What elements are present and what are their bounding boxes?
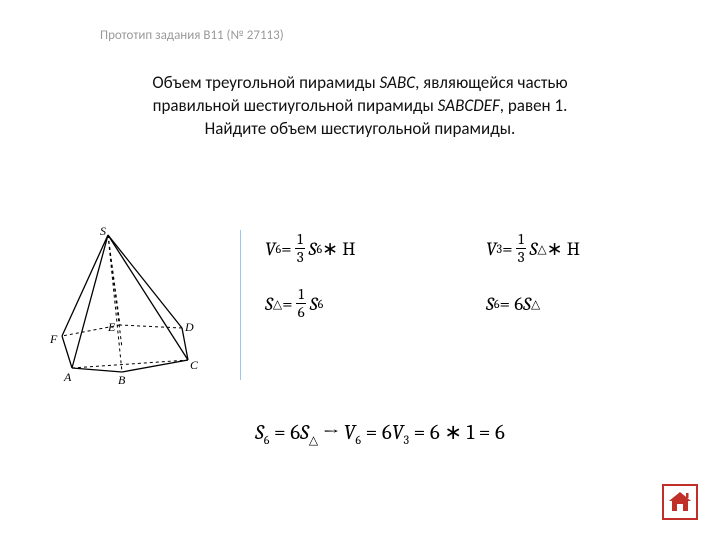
tri1: △ bbox=[537, 242, 546, 256]
frac13b: 13 bbox=[516, 232, 527, 265]
n1: 1 bbox=[295, 232, 304, 249]
eq3: = bbox=[282, 293, 293, 315]
task-header: Прототип задания B11 (№ 27113) bbox=[100, 28, 284, 43]
label-e: E bbox=[108, 320, 115, 335]
t2c: , равен 1. bbox=[500, 95, 568, 116]
t2b: SABCDEF bbox=[438, 95, 500, 116]
eq1: = bbox=[281, 238, 292, 260]
c-v3: V bbox=[392, 421, 404, 445]
n3: 1 bbox=[296, 287, 305, 304]
d2: 3 bbox=[516, 249, 527, 265]
pyramid-diagram: S A B C D E F bbox=[50, 220, 220, 390]
frac16: 16 bbox=[296, 287, 307, 320]
eq4: = 6 bbox=[500, 293, 524, 315]
label-b: B bbox=[118, 373, 125, 388]
h2: ∗ H bbox=[547, 238, 580, 260]
tri3: △ bbox=[531, 297, 540, 311]
formula-block: V6 = 13 S6 ∗ H V3 = 13 S△ ∗ H S△ = 16 S6… bbox=[265, 232, 685, 342]
c-arrow: → bbox=[318, 421, 344, 445]
conclusion-formula: S6 = 6S△ → V6 = 6V3 = 6 ∗ 1 = 6 bbox=[140, 420, 620, 447]
home-button[interactable] bbox=[662, 484, 698, 520]
n2: 1 bbox=[516, 232, 525, 249]
house-icon bbox=[667, 489, 693, 515]
s6a: S bbox=[309, 238, 317, 260]
t1b: SABC bbox=[380, 72, 416, 93]
c-eq2: = 6 bbox=[361, 421, 392, 445]
label-f: F bbox=[50, 332, 57, 347]
v3-v: V bbox=[486, 238, 497, 260]
s6sb: 6 bbox=[318, 297, 324, 311]
stric: S bbox=[523, 293, 531, 315]
label-c: C bbox=[190, 358, 198, 373]
d3: 6 bbox=[296, 304, 307, 320]
formula-v3: V 3 = 13 S△ ∗ H bbox=[486, 232, 685, 265]
separator-line bbox=[240, 230, 241, 380]
label-a: A bbox=[64, 370, 71, 385]
c-s6: S bbox=[255, 421, 264, 445]
d1: 3 bbox=[295, 249, 306, 265]
label-d: D bbox=[185, 320, 194, 335]
problem-text: Объем треугольной пирамиды SABC, являюще… bbox=[60, 72, 660, 141]
c-rest: = 6 ∗ 1 = 6 bbox=[409, 421, 505, 445]
c-eq: = 6 bbox=[269, 421, 300, 445]
label-s: S bbox=[100, 224, 106, 239]
stria: S bbox=[530, 238, 538, 260]
c-tri: △ bbox=[309, 433, 318, 447]
t2a: правильной шестиугольной пирамиды bbox=[153, 95, 438, 116]
tri2: △ bbox=[273, 297, 282, 311]
strib: S bbox=[265, 293, 273, 315]
v6-v: V bbox=[265, 238, 276, 260]
formula-stri: S△ = 16 S6 bbox=[265, 287, 464, 320]
t1a: Объем треугольной пирамиды bbox=[152, 72, 379, 93]
c-v6: V bbox=[344, 421, 356, 445]
s6b: S bbox=[310, 293, 318, 315]
h1: ∗ H bbox=[322, 238, 355, 260]
eq2: = bbox=[502, 238, 513, 260]
frac13a: 13 bbox=[295, 232, 306, 265]
t1c: , являющейся частью bbox=[415, 72, 568, 93]
formula-v6: V6 = 13 S6 ∗ H bbox=[265, 232, 464, 265]
s6c: S bbox=[486, 293, 494, 315]
formula-s6: S6 = 6S△ bbox=[486, 287, 685, 320]
t3: Найдите объем шестиугольной пирамиды. bbox=[205, 118, 516, 139]
c-stri: S bbox=[300, 421, 309, 445]
